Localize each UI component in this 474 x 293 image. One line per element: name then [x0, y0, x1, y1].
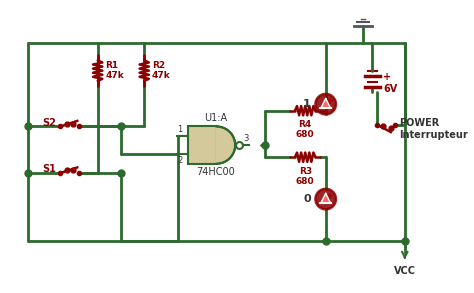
Circle shape: [316, 189, 336, 209]
Text: VCC: VCC: [394, 266, 416, 276]
Text: R2
47k: R2 47k: [152, 61, 171, 80]
Text: R1
47k: R1 47k: [105, 61, 124, 80]
Text: S2: S2: [42, 118, 56, 128]
Text: 3: 3: [244, 134, 249, 143]
Polygon shape: [321, 193, 330, 203]
Text: R4
680: R4 680: [296, 120, 315, 139]
Text: S1: S1: [42, 164, 56, 174]
Text: U1:A: U1:A: [204, 113, 228, 123]
Circle shape: [316, 94, 336, 114]
Text: POWER
Interrupteur: POWER Interrupteur: [399, 118, 468, 140]
Polygon shape: [217, 127, 235, 164]
Text: 74HC00: 74HC00: [197, 167, 235, 178]
Text: 1: 1: [177, 125, 182, 134]
Text: 1: 1: [303, 99, 311, 109]
Text: 0: 0: [303, 194, 311, 204]
FancyBboxPatch shape: [189, 127, 217, 164]
Text: +
6V: + 6V: [383, 72, 398, 93]
Polygon shape: [321, 98, 330, 108]
Text: 2: 2: [177, 156, 182, 165]
Text: R3
680: R3 680: [296, 166, 315, 186]
